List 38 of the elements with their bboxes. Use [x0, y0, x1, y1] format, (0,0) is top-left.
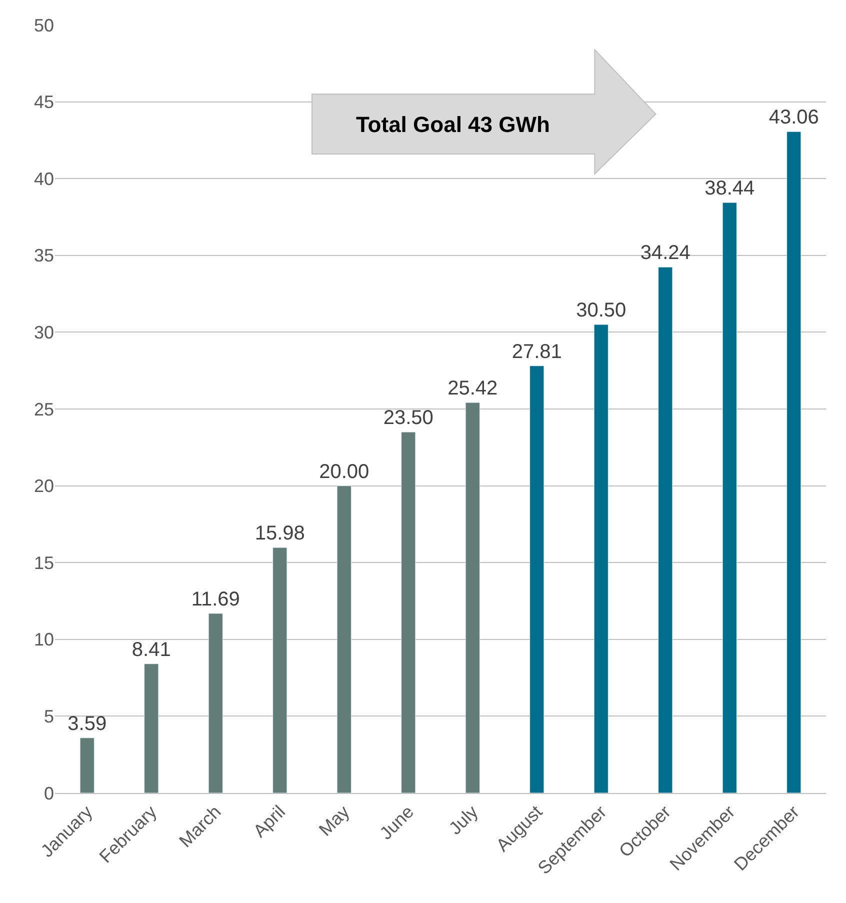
data-label: 3.59: [68, 712, 107, 735]
data-label: 25.42: [448, 378, 498, 400]
bar: [465, 402, 480, 793]
data-label: 43.06: [768, 106, 819, 129]
y-tick-label: 5: [44, 706, 54, 726]
data-label: 23.50: [383, 407, 434, 430]
bar: [272, 547, 288, 793]
data-label: 8.41: [132, 638, 171, 661]
y-tick-label: 50: [34, 15, 54, 36]
x-tick-label: July: [445, 802, 482, 838]
y-tick-label: 25: [34, 399, 54, 420]
bar: [722, 202, 737, 793]
bar: [144, 664, 159, 793]
x-tick-label: May: [315, 802, 354, 840]
y-tick-label: 35: [34, 246, 54, 266]
bar: [208, 613, 223, 793]
annotation: Total Goal 43 GWh: [356, 112, 550, 137]
y-tick-label: 15: [34, 552, 54, 573]
bar: [594, 324, 608, 793]
bar: [336, 486, 352, 793]
data-label: 38.44: [704, 178, 755, 200]
bar: [530, 366, 544, 793]
bar: [401, 432, 416, 793]
y-tick-label: 45: [34, 92, 54, 112]
y-tick-label: 40: [34, 168, 54, 189]
y-tick-label: 20: [34, 476, 54, 496]
bar: [786, 131, 802, 793]
data-label: 34.24: [640, 242, 690, 264]
data-label: 15.98: [254, 522, 305, 545]
y-tick-label: 10: [34, 630, 54, 650]
data-label: 20.00: [319, 460, 370, 483]
bar: [658, 266, 673, 793]
y-tick-label: 30: [34, 322, 54, 342]
data-label: 30.50: [576, 300, 626, 322]
data-label: 27.81: [512, 340, 562, 363]
data-label: 11.69: [191, 588, 240, 610]
y-tick-label: 0: [44, 783, 54, 804]
bar: [80, 738, 94, 793]
